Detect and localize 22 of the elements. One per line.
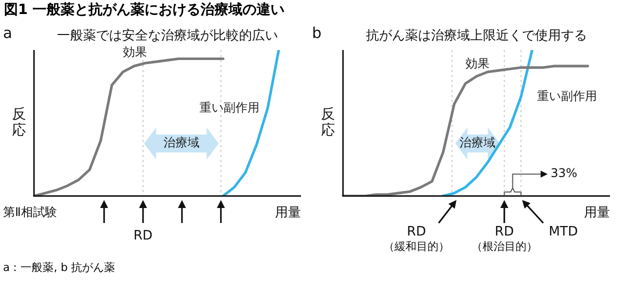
text: RD （根治目的） [471, 224, 538, 253]
chart-subtitle: b [312, 24, 322, 42]
chart-title: 一般薬では安全な治療域が比較的広い [57, 27, 278, 44]
text: 第Ⅱ相試験 [3, 205, 57, 220]
text: RD （緩和目的） [383, 224, 450, 253]
annotation: 33% [550, 166, 578, 180]
series-label: 効果 [123, 45, 147, 60]
chart-subtitle: a [3, 24, 12, 42]
text: RD [134, 228, 153, 244]
chart-title: 抗がん薬は治療域上限近くで使用する [366, 28, 587, 44]
series-label: 重い副作用 [200, 100, 260, 115]
text: a：一般薬, b 抗がん薬 [2, 260, 116, 275]
y-axis-title: 反応 [12, 106, 26, 139]
series-label: 重い副作用 [537, 88, 597, 103]
annotation: 治療域 [460, 136, 496, 150]
text: MTD [548, 224, 578, 240]
x-axis-title: 用量 [584, 205, 610, 220]
series-label: 効果 [465, 56, 490, 71]
caption: 図1 一般薬と抗がん薬における治療域の違い [3, 1, 286, 20]
x-axis-title: 用量 [275, 205, 301, 220]
annotation: 治療域 [163, 136, 200, 150]
y-axis-title: 反応 [321, 106, 335, 139]
